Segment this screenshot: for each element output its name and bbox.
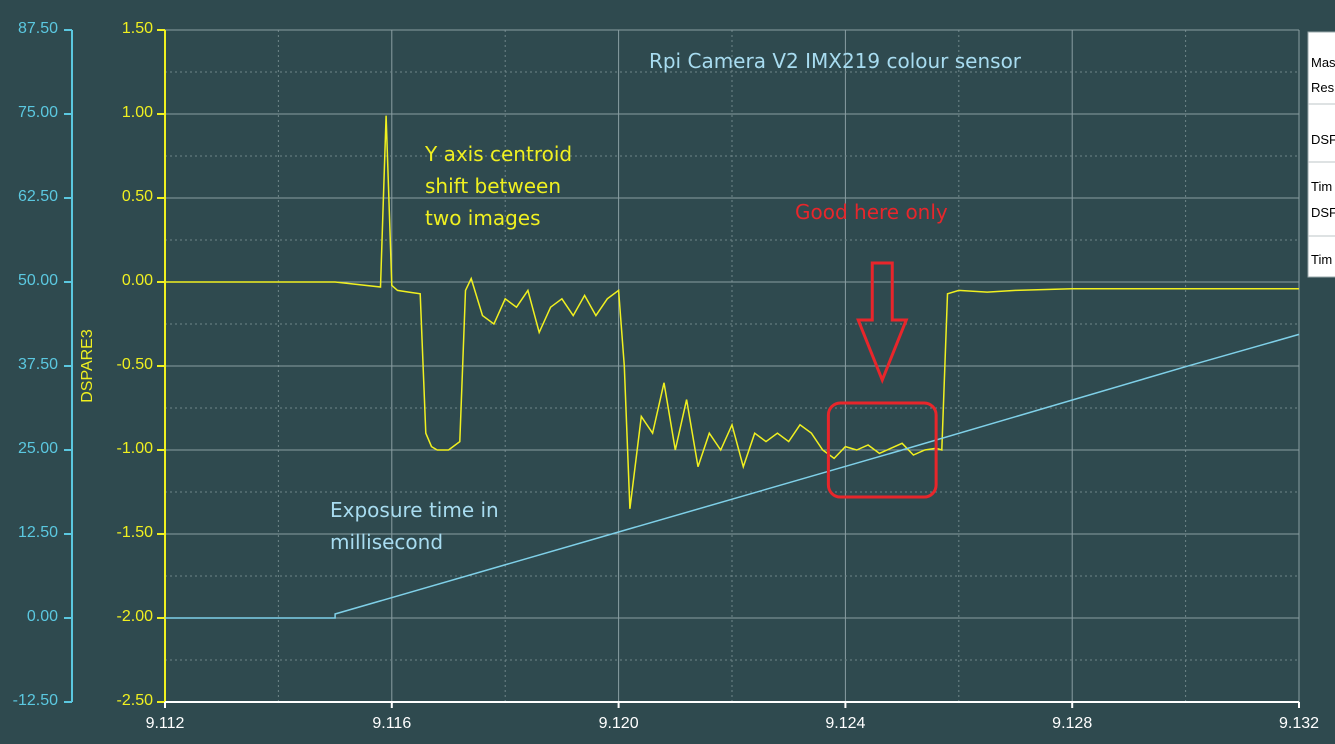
outer-y-tick-label: 62.50 [18,188,58,205]
x-tick-label: 9.120 [599,715,639,732]
inner-y-tick-label: -2.00 [117,608,154,625]
inner-y-tick-label: 1.50 [122,20,153,37]
annotations: Rpi Camera V2 IMX219 colour sensor Y axi… [330,49,1022,554]
annotation-good-here: Good here only [795,200,948,224]
inner-y-axis-label: DSPARE3 [79,329,96,403]
inner-y-tick-label: -0.50 [117,356,154,373]
outer-y-axis: 87.50 75.00 62.50 50.00 37.50 25.00 12.50 0.00 -… [13,20,72,709]
inner-y-tick-label: -2.50 [117,692,154,709]
outer-y-tick-label: 50.00 [18,272,58,289]
outer-y-tick-label: 0.00 [27,608,58,625]
down-arrow [856,261,909,385]
series-line-2 [165,333,1300,619]
legend-entry: Res [1311,80,1335,95]
x-tick-label: 9.112 [146,715,185,732]
legend-entry: Tim [1311,179,1332,194]
annotation-centroid-3: two images [425,206,541,230]
outer-y-tick-label: 75.00 [18,104,58,121]
outer-y-tick-label: 25.00 [18,440,58,457]
series-group [165,115,1300,619]
inner-y-tick-label: 0.00 [122,272,153,289]
annotation-exposure-2: millisecond [330,530,443,554]
highlight-box [826,401,938,499]
annotation-exposure-1: Exposure time in [330,498,499,522]
legend-entry: DSF [1311,132,1335,147]
outer-y-tick-label: -12.50 [13,692,58,709]
x-tick-label: 9.116 [372,715,411,732]
legend-entry: DSF [1311,205,1335,220]
annotation-centroid-2: shift between [425,174,561,198]
x-tick-label: 9.124 [825,715,865,732]
legend-entry: Tim [1311,252,1332,267]
inner-y-tick-label: -1.50 [117,524,154,541]
annotation-centroid-1: Y axis centroid [424,142,572,166]
chart-title: Rpi Camera V2 IMX219 colour sensor [649,49,1022,73]
x-tick-label: 9.132 [1279,715,1319,732]
legend-entry: Mas [1311,55,1335,70]
x-axis: 9.112 9.116 9.120 9.124 9.128 9.132 [146,702,1319,732]
outer-y-tick-label: 12.50 [18,524,58,541]
x-tick-label: 9.128 [1052,715,1092,732]
outer-y-tick-label: 87.50 [18,20,58,37]
inner-y-tick-label: 1.00 [122,104,153,121]
series-line-1 [165,115,1299,509]
legend: Mas Res DSF Tim DSF Tim [1307,31,1335,278]
grid [164,29,1300,703]
outer-y-tick-label: 37.50 [18,356,58,373]
inner-y-axis: 1.50 1.00 0.50 0.00 -0.50 -1.00 -1.50 -2.00 -2.5… [79,20,165,709]
inner-y-tick-label: 0.50 [122,188,153,205]
inner-y-tick-label: -1.00 [117,440,154,457]
